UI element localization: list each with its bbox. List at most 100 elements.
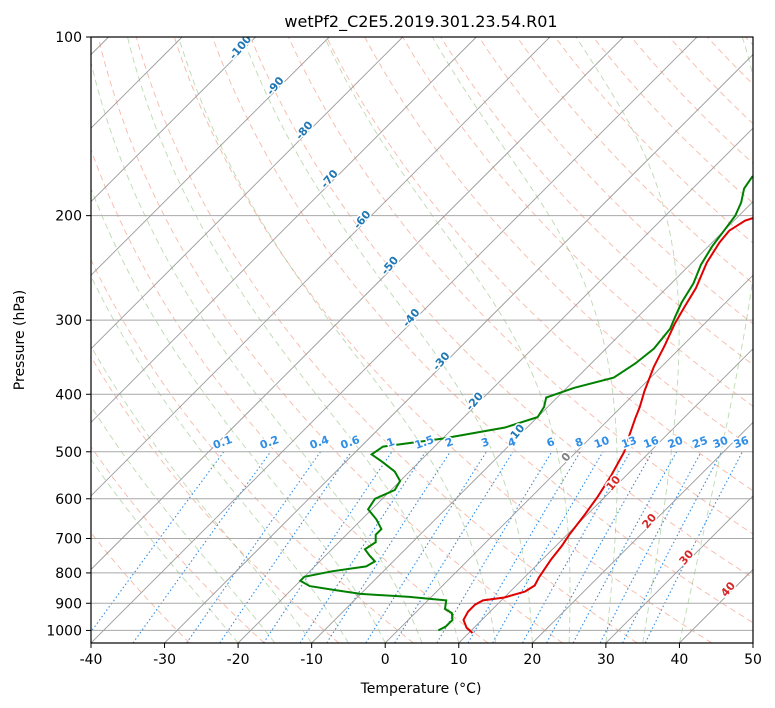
mixing-ratio-line	[326, 451, 451, 643]
isotherm	[384, 274, 753, 643]
mixing-ratio-line	[365, 451, 487, 643]
x-tick-label: -40	[80, 652, 103, 668]
moist-adiabat	[91, 187, 386, 643]
isotherm	[91, 37, 698, 643]
moist-adiabat	[242, 37, 533, 643]
isotherm	[91, 37, 330, 276]
dry-adiabat	[173, 37, 713, 643]
dry-adiabat	[478, 37, 753, 325]
isotherm-label: 40	[718, 579, 738, 599]
dry-adiabat	[440, 37, 753, 366]
y-tick-label: 300	[55, 313, 82, 329]
dry-adiabat	[516, 37, 753, 284]
moist-adiabat	[575, 37, 680, 643]
dry-adiabat	[249, 37, 753, 579]
mixing-ratio-line	[91, 451, 225, 633]
mixing-ratio-line	[467, 451, 581, 643]
isotherm	[164, 53, 753, 643]
mixing-ratio-label: 36	[732, 434, 751, 452]
dry-adiabat	[91, 531, 191, 643]
mixing-ratio-label: 0.2	[258, 433, 281, 452]
isotherm	[605, 495, 753, 643]
dry-adiabat	[706, 37, 753, 85]
chart-title: wetPf2_C2E5.2019.301.23.54.R01	[284, 12, 557, 32]
isotherm	[458, 348, 753, 643]
isotherm-label: -60	[351, 208, 374, 232]
mixing-ratio-label: 25	[691, 434, 710, 451]
moist-adiabat	[324, 37, 571, 643]
isotherm-label: 20	[639, 511, 659, 531]
x-tick-label: 10	[450, 652, 468, 668]
x-tick-label: -30	[153, 652, 176, 668]
mixing-ratio-label: 16	[642, 434, 661, 452]
plot-area	[91, 37, 753, 643]
dry-adiabat	[326, 37, 753, 492]
moist-adiabat	[91, 275, 349, 643]
dewpoint-profile	[298, 175, 753, 632]
mixing-ratio-label: 13	[620, 434, 639, 451]
mixing-ratio-line	[132, 451, 272, 643]
mixing-ratio-label: 20	[666, 434, 685, 452]
mixing-ratio-line	[522, 451, 631, 643]
dry-adiabat	[91, 258, 414, 643]
isotherm-label: 10	[604, 473, 624, 493]
dry-adiabat	[97, 37, 563, 643]
isotherm	[752, 642, 753, 643]
dry-adiabat	[135, 37, 638, 643]
mixing-ratio-label: 10	[592, 434, 611, 452]
y-tick-label: 200	[55, 209, 82, 225]
y-axis-label: Pressure (hPa)	[12, 290, 28, 390]
mixing-ratio-line	[299, 451, 426, 643]
x-tick-label: -20	[227, 652, 250, 668]
mixing-ratio-line	[186, 451, 321, 643]
moist-adiabat	[91, 405, 276, 643]
isotherm	[91, 37, 404, 350]
x-tick-label: -10	[300, 652, 323, 668]
dry-adiabat	[288, 37, 753, 535]
isotherm	[91, 37, 551, 497]
x-axis: -40 -30 -20 -10 0 10 20 30 40 50	[80, 643, 762, 668]
mixing-ratio-line	[546, 451, 653, 643]
y-tick-label: 400	[55, 387, 82, 403]
isotherm-label: 30	[677, 547, 697, 567]
y-tick-label: 800	[55, 566, 82, 582]
isotherm-label: -50	[378, 254, 401, 278]
x-tick-label: 0	[381, 652, 390, 668]
dry-adiabat	[91, 355, 340, 643]
x-tick-label: 30	[597, 652, 615, 668]
mixing-ratio-line	[599, 451, 702, 643]
moist-adiabat	[432, 37, 618, 643]
isotherm-label: -80	[293, 118, 316, 142]
isotherm-label: -30	[430, 349, 453, 373]
dry-adiabat	[745, 37, 753, 46]
y-tick-label: 1000	[46, 623, 82, 639]
mixing-ratio-line	[436, 451, 553, 643]
plot-frame	[90, 36, 754, 644]
moist-adiabat	[127, 37, 460, 643]
temperature-profile	[462, 217, 753, 634]
isotherm	[237, 127, 753, 643]
x-tick-label: 20	[523, 652, 541, 668]
mixing-ratio-line	[219, 451, 352, 643]
moist-adiabat	[91, 458, 239, 643]
y-axis: 1000 900 800 700 600 500 400 300 200 100	[46, 30, 91, 639]
x-axis-label: Temperature (°C)	[360, 681, 482, 697]
y-tick-label: 100	[55, 30, 82, 46]
y-tick-label: 600	[55, 492, 82, 508]
mixing-ratio-label: 3	[479, 435, 491, 450]
isotherm-label: -90	[264, 74, 287, 98]
y-tick-label: 900	[55, 596, 82, 612]
mixing-ratio-label: 1	[385, 435, 397, 450]
isotherm	[532, 421, 753, 643]
dry-adiabat	[91, 148, 489, 643]
moist-adiabat	[91, 60, 423, 643]
mixing-ratio-line	[572, 451, 678, 643]
dry-adiabat	[91, 445, 265, 643]
isotherm	[311, 201, 753, 643]
mixing-ratio-label: 0.4	[308, 433, 331, 452]
y-tick-label: 700	[55, 532, 82, 548]
x-tick-label: 40	[671, 652, 689, 668]
line-labels: -100-90-80-70-60-50-40-30-20-10010203040…	[210, 37, 753, 601]
isotherm	[91, 37, 624, 571]
mixing-ratio-label: 0.1	[211, 433, 234, 452]
